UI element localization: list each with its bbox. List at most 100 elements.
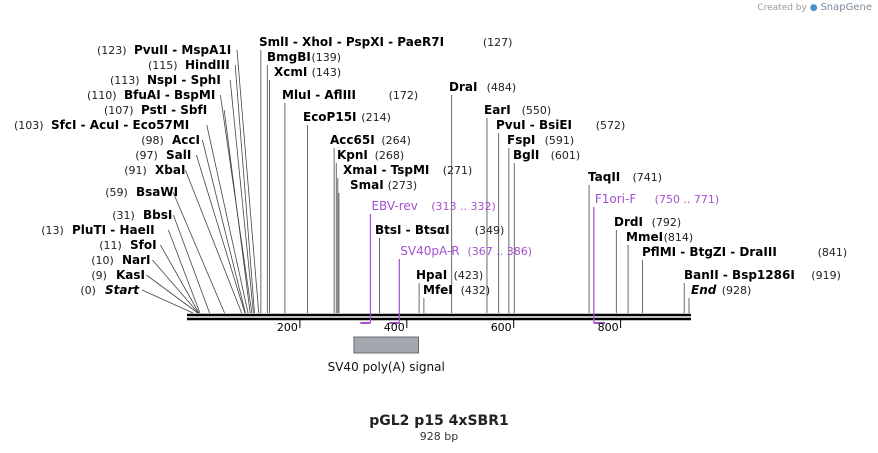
site-label-acc65i[interactable]: Acc65I [330, 133, 375, 147]
credit-brand: SnapGene [820, 2, 872, 13]
site-label-bbsi[interactable]: BbsI [143, 208, 172, 222]
ruler-label-600: 600 [491, 321, 512, 334]
site-label-xbai[interactable]: XbaI [155, 163, 185, 177]
site-label-start[interactable]: Start [105, 283, 140, 297]
site-label-kpni[interactable]: KpnI [337, 148, 368, 162]
site-label-hpai[interactable]: HpaI [416, 268, 447, 282]
site-position-bsawi: (59) [105, 186, 128, 199]
snapgene-credit: Created by ● SnapGene [757, 2, 872, 13]
site-label-pluti[interactable]: PluTI - HaeII [72, 223, 155, 237]
site-label-eari[interactable]: EarI [484, 103, 511, 117]
site-position-drai: (484) [487, 81, 517, 94]
site-label-nari[interactable]: NarI [122, 253, 151, 267]
site-position-bgli: (601) [551, 149, 581, 162]
site-label-ecop15i[interactable]: EcoP15I [303, 110, 357, 124]
primer-label-f1ori-f[interactable]: F1ori-F [595, 192, 636, 206]
site-position-smai: (273) [388, 179, 418, 192]
site-line-start [141, 289, 194, 314]
site-label-mlui[interactable]: MluI - AflIII [282, 88, 356, 102]
site-label-mfei[interactable]: MfeI [423, 283, 453, 297]
primer-range-ebv-rev: (313 .. 332) [431, 200, 496, 213]
site-position-sfci: (103) [14, 119, 44, 132]
site-label-mmei[interactable]: MmeI [626, 230, 663, 244]
primer-range-sv40pa-r: (367 .. 386) [468, 245, 533, 258]
site-labels: (0) Start(9) KasI(10) NarI(11) SfoI (13) PluTI… [14, 35, 847, 297]
site-line-sali [196, 154, 246, 314]
site-position-banii: (919) [811, 269, 841, 282]
site-position-taqii: (741) [633, 171, 663, 184]
site-position-mlui: (172) [389, 89, 419, 102]
site-label-end[interactable]: End [691, 283, 717, 297]
site-line-xbai [185, 169, 243, 314]
feature-bar-sv40-polya[interactable] [353, 336, 419, 354]
site-label-pvuii[interactable]: PvuII - MspA1I [134, 43, 231, 57]
site-label-bmgbi[interactable]: BmgBI [267, 50, 311, 64]
site-line-hindiii [234, 64, 255, 314]
site-position-eari: (550) [522, 104, 552, 117]
plasmid-size: 928 bp [419, 430, 459, 443]
ruler-label-800: 800 [598, 321, 619, 334]
site-label-banii[interactable]: BanII - Bsp1286I [684, 268, 795, 282]
site-label-smli[interactable]: SmlI - XhoI - PspXI - PaeR7I [259, 35, 444, 49]
site-label-xmai[interactable]: XmaI - TspMI [343, 163, 429, 177]
site-position-hpai: (423) [454, 269, 484, 282]
ruler-label-400: 400 [384, 321, 405, 334]
site-line-sfoi [160, 244, 200, 314]
site-label-smai[interactable]: SmaI [350, 178, 384, 192]
site-label-sfoi[interactable]: SfoI [130, 238, 157, 252]
primer-label-ebv-rev[interactable]: EBV-rev [371, 199, 417, 213]
feature-label-sv40-polya: SV40 poly(A) signal [328, 360, 445, 374]
site-position-nari: (10) [91, 254, 114, 267]
primer-label-sv40pa-r[interactable]: SV40pA-R [400, 244, 459, 258]
site-label-kasi[interactable]: KasI [116, 268, 145, 282]
site-position-pvuii: (123) [97, 44, 127, 57]
site-label-pvui[interactable]: PvuI - BsiEI [496, 118, 572, 132]
primers: EBV-rev (313 .. 332) SV40pA-R (367 .. 386) F… [360, 192, 719, 324]
site-position-mmei: (814) [664, 231, 694, 244]
site-position-smli: (127) [483, 36, 513, 49]
site-line-kasi [146, 274, 199, 314]
site-position-mfei: (432) [461, 284, 491, 297]
site-position-bmgbi: (139) [312, 51, 342, 64]
site-line-bsawi [172, 191, 225, 314]
site-label-sfci[interactable]: SfcI - AcuI - Eco57MI [51, 118, 189, 132]
site-label-drdi[interactable]: DrdI [614, 215, 643, 229]
ruler: 200 400 600 800 [277, 320, 622, 334]
site-position-bfuai: (110) [87, 89, 117, 102]
site-position-ecop15i: (214) [361, 111, 391, 124]
site-position-pvui: (572) [596, 119, 626, 132]
site-label-nspi[interactable]: NspI - SphI [147, 73, 221, 87]
site-label-drai[interactable]: DraI [449, 80, 477, 94]
site-label-btsi[interactable]: BtsI - BtsαI [375, 223, 450, 237]
site-label-acci[interactable]: AccI [172, 133, 200, 147]
site-position-btsi: (349) [475, 224, 505, 237]
site-label-bgli[interactable]: BglI [513, 148, 539, 162]
site-position-acci: (98) [141, 134, 164, 147]
site-label-psti[interactable]: PstI - SbfI [141, 103, 207, 117]
site-label-fspi[interactable]: FspI [507, 133, 535, 147]
site-line-nspi [229, 79, 254, 314]
site-position-drdi: (792) [652, 216, 682, 229]
site-position-pluti: (13) [41, 224, 64, 237]
site-position-nspi: (113) [110, 74, 140, 87]
site-line-acci [202, 139, 246, 314]
site-position-acc65i: (264) [381, 134, 411, 147]
site-position-hindiii: (115) [148, 59, 178, 72]
snapgene-logo-icon: ● [809, 3, 818, 13]
ruler-label-200: 200 [277, 321, 298, 334]
site-line-bfuai [220, 94, 253, 314]
site-label-taqii[interactable]: TaqII [588, 170, 620, 184]
site-position-end: (928) [722, 284, 752, 297]
site-position-bbsi: (31) [112, 209, 135, 222]
site-line-pvuii [236, 49, 260, 314]
site-label-sali[interactable]: SalI [166, 148, 191, 162]
site-position-kpni: (268) [375, 149, 405, 162]
site-label-bfuai[interactable]: BfuAI - BspMI [124, 88, 215, 102]
site-label-pflmi[interactable]: PflMI - BtgZI - DraIII [642, 245, 777, 259]
site-label-bsawi[interactable]: BsaWI [136, 185, 178, 199]
site-position-sfoi: (11) [99, 239, 122, 252]
site-label-xcmi[interactable]: XcmI [274, 65, 307, 79]
site-label-hindiii[interactable]: HindIII [185, 58, 230, 72]
site-lines [141, 49, 690, 314]
